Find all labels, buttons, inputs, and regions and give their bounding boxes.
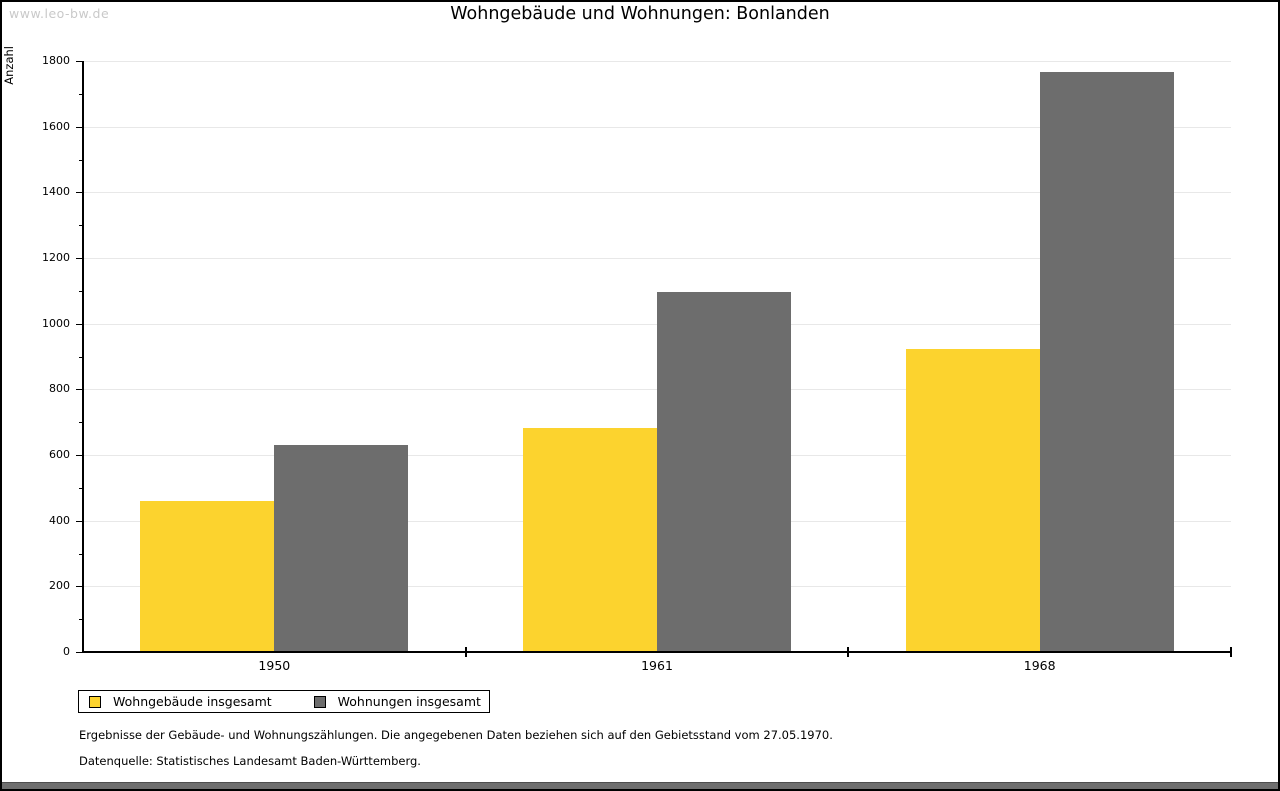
y-minor-tick [79, 93, 83, 95]
legend-label: Wohngebäude insgesamt [113, 694, 272, 709]
y-minor-tick [79, 619, 83, 621]
y-minor-tick [79, 553, 83, 555]
y-minor-tick [79, 225, 83, 227]
y-major-tick [76, 652, 83, 653]
y-tick-label: 1600 [42, 119, 70, 133]
footnote-line-1: Ergebnisse der Gebäude- und Wohnungszähl… [79, 728, 833, 742]
y-major-tick [76, 126, 83, 128]
bar-wohngebaeude-1950 [140, 501, 275, 652]
x-category-label: 1961 [641, 658, 673, 673]
page-title: Wohngebäude und Wohnungen: Bonlanden [450, 4, 830, 24]
y-tick-label: 1200 [42, 251, 70, 264]
gridline [83, 61, 1231, 62]
y-tick-label: 0 [63, 645, 70, 658]
y-major-tick [76, 61, 83, 62]
legend-item: Wohnungen insgesamt [313, 694, 481, 709]
y-tick-label: 200 [49, 579, 70, 593]
y-minor-tick [79, 487, 83, 489]
y-tick-label: 800 [49, 382, 70, 396]
legend-label: Wohnungen insgesamt [337, 694, 481, 709]
bar-wohngebaeude-1961 [523, 427, 657, 652]
y-tick-label: 1800 [42, 54, 70, 67]
y-major-tick [76, 520, 83, 522]
y-major-tick [76, 586, 83, 588]
bar-wohngebaeude-1968 [905, 348, 1040, 652]
gridline [83, 192, 1231, 194]
bar-wohnungen-1961 [657, 292, 791, 652]
y-minor-tick [79, 356, 83, 358]
y-major-tick [76, 389, 83, 391]
x-end-tick [1230, 647, 1232, 657]
legend-swatch-yellow-icon [89, 695, 101, 708]
gridline [83, 258, 1231, 259]
y-tick-label: 400 [49, 513, 70, 527]
y-minor-tick [79, 422, 83, 424]
x-category-label: 1950 [258, 658, 291, 673]
gridline [83, 126, 1231, 128]
y-tick-label: 1000 [42, 316, 70, 330]
window-bottom-strip [2, 782, 1278, 789]
y-axis-line [82, 61, 84, 652]
legend-swatch-gray-icon [313, 695, 326, 708]
x-axis-line [83, 651, 1231, 653]
watermark: www.leo-bw.de [9, 6, 110, 21]
x-category-label: 1968 [1023, 658, 1056, 673]
y-major-tick [76, 192, 83, 194]
footnote-line-2: Datenquelle: Statistisches Landesamt Bad… [79, 754, 421, 768]
legend-item: Wohngebäude insgesamt [89, 694, 272, 709]
y-tick-label: 600 [49, 448, 70, 461]
y-tick-label: 1400 [42, 185, 70, 199]
y-major-tick [76, 323, 83, 325]
bar-wohnungen-1950 [274, 445, 409, 652]
bar-wohnungen-1968 [1039, 72, 1174, 652]
legend: Wohngebäude insgesamt Wohnungen insgesam… [78, 690, 490, 713]
y-minor-tick [79, 159, 83, 161]
y-minor-tick [79, 290, 83, 292]
y-major-tick [76, 258, 83, 259]
y-major-tick [76, 455, 83, 456]
